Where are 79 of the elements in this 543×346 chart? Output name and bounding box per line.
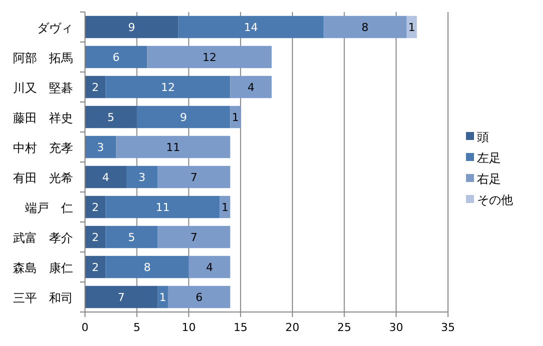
bar <box>85 286 158 308</box>
bar <box>85 106 137 128</box>
data-label: 1 <box>232 111 239 124</box>
x-tick-label: 25 <box>337 321 352 334</box>
y-tick-label: 三平 和司 <box>13 291 73 305</box>
bar <box>85 136 116 158</box>
legend-label: その他 <box>477 193 513 207</box>
data-label: 2 <box>92 261 99 274</box>
bar <box>158 226 230 248</box>
data-label: 6 <box>196 291 203 304</box>
data-label: 11 <box>156 201 170 214</box>
data-label: 11 <box>166 141 180 154</box>
y-tick-label: 森島 康仁 <box>13 261 73 275</box>
data-label: 2 <box>92 81 99 94</box>
data-label: 9 <box>180 111 188 124</box>
x-tick-label: 0 <box>82 321 88 334</box>
data-label: 9 <box>128 21 136 34</box>
その他: 1 <box>406 16 417 38</box>
bar <box>126 166 158 188</box>
bar <box>85 76 106 98</box>
bar <box>178 16 324 38</box>
legend-label: 左足 <box>477 151 501 165</box>
bar <box>85 166 126 188</box>
data-label: 7 <box>190 231 198 244</box>
bar <box>106 196 220 218</box>
x-tick-label: 15 <box>234 321 248 334</box>
bar <box>85 16 178 38</box>
data-label: 3 <box>97 141 104 154</box>
bar <box>85 226 106 248</box>
bar <box>147 46 272 68</box>
data-label: 2 <box>92 201 99 214</box>
data-label: 3 <box>138 171 146 184</box>
x-tick-label: 10 <box>182 321 196 334</box>
data-label: 4 <box>247 81 254 94</box>
y-tick-label: 川又 堅碁 <box>13 81 73 95</box>
y-tick-label: 阿部 拓馬 <box>13 51 73 65</box>
y-tick-label: 中村 充孝 <box>13 141 73 155</box>
y-tick-label: 藤田 祥史 <box>13 111 73 125</box>
data-label: 1 <box>159 291 166 304</box>
bar <box>230 76 272 98</box>
y-tick-label: 有田 光希 <box>13 171 73 185</box>
y-tick-label: 端戸 仁 <box>25 201 73 215</box>
data-label: 7 <box>190 171 198 184</box>
bar <box>106 226 158 248</box>
bar <box>136 106 230 128</box>
y-tick-label: ダヴィ <box>37 21 73 35</box>
bar <box>85 256 106 278</box>
bar <box>106 76 230 98</box>
bar <box>158 166 230 188</box>
data-label: 1 <box>222 201 229 214</box>
data-label: 1 <box>408 21 416 34</box>
bar <box>85 46 148 68</box>
bar <box>324 16 407 38</box>
x-tick-label: 30 <box>389 321 404 334</box>
bar <box>168 286 230 308</box>
legend-label: 頭 <box>477 130 489 144</box>
bar <box>188 256 230 278</box>
x-tick-label: 5 <box>133 321 140 334</box>
data-label: 14 <box>244 21 258 34</box>
data-label: 12 <box>160 81 175 94</box>
x-tick-label: 20 <box>285 321 300 334</box>
legend-label: 右足 <box>477 172 501 186</box>
data-label: 5 <box>128 231 136 244</box>
x-tick-label: 35 <box>441 321 455 334</box>
data-label: 2 <box>92 231 99 244</box>
data-label: 8 <box>144 261 151 274</box>
data-label: 12 <box>202 51 216 64</box>
bar <box>106 256 189 278</box>
data-label: 8 <box>362 21 369 34</box>
data-label: 4 <box>102 171 110 184</box>
y-tick-label: 武富 孝介 <box>13 231 73 245</box>
bar <box>85 196 106 218</box>
bar <box>116 136 230 158</box>
data-label: 4 <box>206 261 213 274</box>
data-label: 7 <box>118 291 125 304</box>
data-label: 5 <box>107 111 114 124</box>
data-label: 6 <box>112 51 120 64</box>
bar <box>230 106 241 128</box>
bar <box>158 286 168 308</box>
